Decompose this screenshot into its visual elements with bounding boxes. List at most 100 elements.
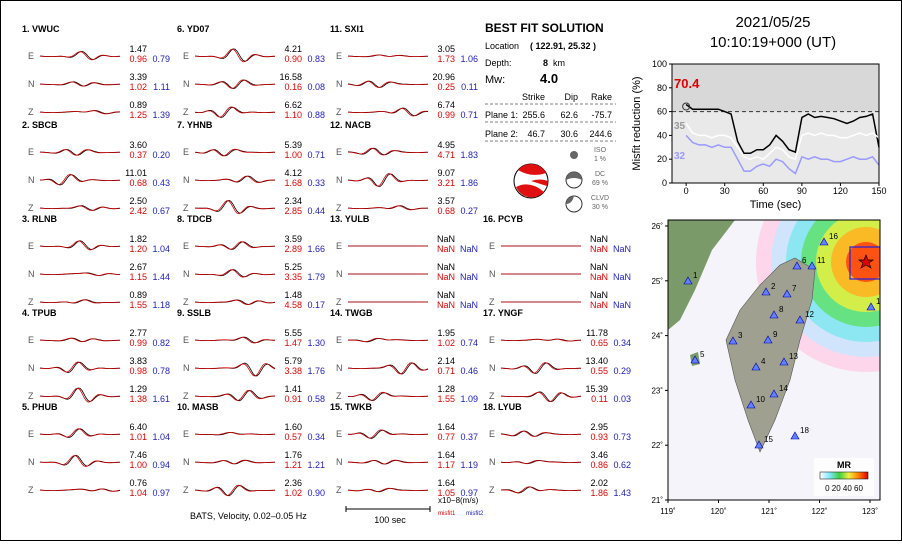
amplitude: 5.55: [284, 328, 302, 338]
station-name: 8. TDCB: [177, 214, 213, 224]
component: Z: [183, 297, 189, 307]
station-label: 10: [756, 395, 765, 404]
misfit2: 0.71: [307, 150, 325, 160]
misfit1: 0.91: [284, 394, 302, 404]
taiwan: [725, 257, 816, 453]
misfit2: 0.73: [613, 432, 631, 442]
waveform-synthetic: [347, 487, 429, 493]
waveform-synthetic: [348, 337, 429, 343]
column-head: Strike: [522, 92, 545, 102]
station-marker: [792, 261, 802, 270]
station-marker: [790, 431, 800, 440]
amplitude: 13.40: [585, 356, 608, 366]
component: E: [336, 51, 342, 61]
station-label: 5: [700, 350, 705, 359]
y-tick-label: 80: [657, 83, 667, 93]
amplitude: 2.50: [129, 196, 147, 206]
waveform-synthetic: [39, 173, 121, 185]
misfit1: 0.71: [437, 366, 455, 376]
colorbar: [819, 471, 869, 480]
component: E: [336, 335, 342, 345]
amplitude: 0.89: [129, 100, 147, 110]
station-marker: [779, 357, 789, 366]
depth: 8: [543, 58, 548, 68]
component: E: [489, 335, 495, 345]
amplitude: NaN: [437, 262, 455, 272]
component: E: [28, 335, 34, 345]
map-y-tick-label: 24˚: [651, 332, 663, 341]
misfit2: 0.82: [152, 338, 170, 348]
amplitude: NaN: [437, 290, 455, 300]
waveform-synthetic: [500, 460, 582, 464]
waveform-synthetic: [39, 387, 121, 403]
amplitude: 6.74: [437, 100, 455, 110]
y-tick-label: 0: [662, 178, 667, 188]
waveform-synthetic: [347, 80, 429, 88]
station-name: 13. YULB: [330, 214, 370, 224]
component: E: [183, 429, 189, 439]
map-y-tick-label: 25˚: [651, 277, 663, 286]
amplitude: 15.39: [585, 384, 608, 394]
station-name: 5. PHUB: [22, 402, 58, 412]
map-y-tick-label: 23˚: [651, 386, 663, 395]
component: Z: [183, 107, 189, 117]
waveform-synthetic: [500, 338, 582, 342]
x-tick-label: 0: [684, 186, 689, 196]
misfit1: NaN: [590, 300, 608, 310]
plane-value: 244.6: [589, 129, 612, 139]
waveform-synthetic: [194, 200, 276, 215]
amplitude: 3.59: [284, 234, 302, 244]
station-marker: [746, 400, 756, 409]
x-tick-label: 90: [797, 186, 807, 196]
amplitude: 2.34: [284, 196, 302, 206]
station-marker: [769, 310, 779, 319]
clvd-value: 30 %: [592, 204, 608, 211]
map-x-tick-label: 120˚: [710, 507, 726, 516]
component: E: [183, 51, 189, 61]
annotation: 70.4: [674, 76, 700, 91]
amplitude: 3.46: [590, 450, 608, 460]
component: Z: [489, 297, 495, 307]
x-tick-label: 30: [720, 186, 730, 196]
station-marker: [819, 237, 829, 246]
misfit2: 1.66: [307, 244, 325, 254]
plane-label: Plane 2:: [485, 129, 518, 139]
misfit2: NaN: [613, 272, 631, 282]
clvd-label: CLVD: [591, 195, 609, 202]
misfit1: 1.05: [437, 488, 455, 498]
misfit1: 3.21: [437, 178, 455, 188]
misfit1: 1.68: [284, 178, 302, 188]
waveform-synthetic: [194, 148, 276, 157]
misfit1: 0.37: [129, 150, 147, 160]
amplitude: NaN: [590, 262, 608, 272]
misfit1: 3.35: [284, 272, 302, 282]
station-marker: [728, 336, 738, 345]
misfit1: NaN: [437, 244, 455, 254]
misfit2: 1.04: [152, 244, 170, 254]
misfit1: 1.17: [437, 460, 455, 470]
component: N: [183, 79, 190, 89]
misfit2: 0.83: [307, 54, 325, 64]
station-name: 4. TPUB: [22, 308, 57, 318]
waveform-synthetic: [194, 79, 276, 89]
station-label: 18: [800, 426, 809, 435]
amplitude: 1.64: [437, 450, 455, 460]
misfit1: 1.02: [129, 82, 147, 92]
waveform-synthetic: [194, 299, 276, 306]
misfit2: 0.79: [152, 54, 170, 64]
component: E: [336, 147, 342, 157]
scale-label: 100 sec: [374, 515, 406, 525]
misfit1: 1.00: [129, 460, 147, 470]
misfit2: NaN: [460, 300, 478, 310]
station-name: 10. MASB: [177, 402, 219, 412]
misfit1: 0.55: [590, 366, 608, 376]
misfit1: 1.73: [437, 54, 455, 64]
component: E: [28, 429, 34, 439]
component: Z: [28, 203, 34, 213]
dc-value: 69 %: [592, 180, 608, 187]
misfit1: 2.85: [284, 206, 302, 216]
station-name: 7. YHNB: [177, 120, 213, 130]
waveform-synthetic: [39, 299, 121, 304]
amplitude: 3.57: [437, 196, 455, 206]
misfit2: 1.09: [460, 394, 478, 404]
